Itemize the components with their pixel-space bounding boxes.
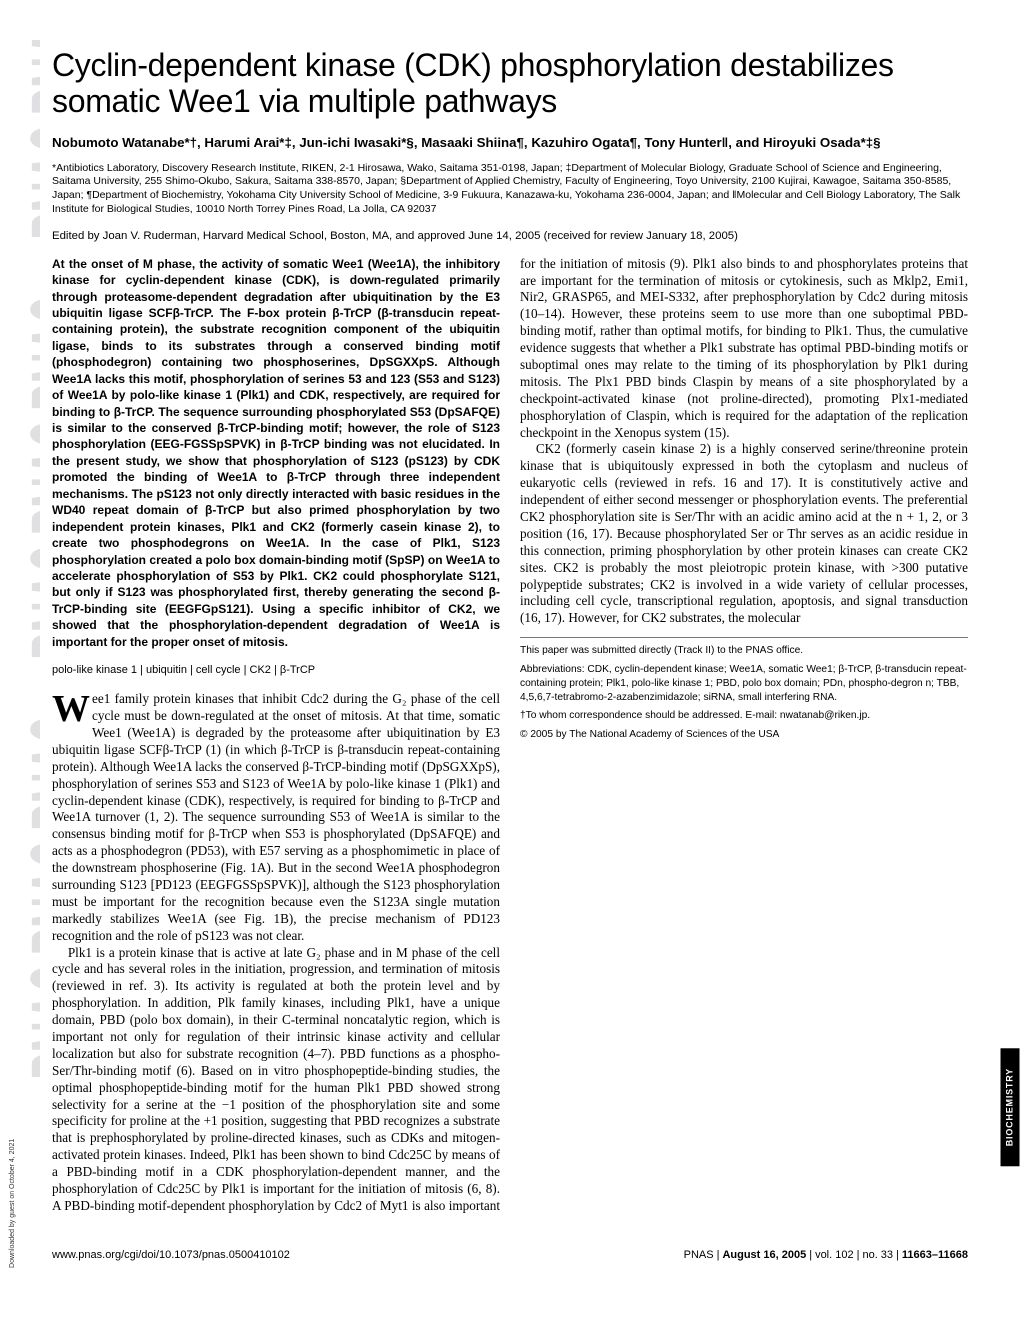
pnas-watermark: PNAS PNAS PNAS PNAS PNAS PNAS PNAS PNAS … <box>6 40 40 1300</box>
page-footer: www.pnas.org/cgi/doi/10.1073/pnas.050041… <box>52 1244 968 1262</box>
authors-line: Nobumoto Watanabe*†, Harumi Arai*‡, Jun-… <box>52 134 968 152</box>
affiliations: *Antibiotics Laboratory, Discovery Resea… <box>52 162 968 217</box>
footer-citation: PNAS|August 16, 2005|vol. 102|no. 33|116… <box>684 1248 968 1262</box>
download-note: Downloaded by guest on October 4, 2021 <box>9 1139 18 1268</box>
footnote-abbreviations: Abbreviations: CDK, cyclin-dependent kin… <box>520 663 968 704</box>
footnote-correspondence: †To whom correspondence should be addres… <box>520 709 968 723</box>
footnote-track: This paper was submitted directly (Track… <box>520 644 968 658</box>
footer-date: August 16, 2005 <box>722 1249 806 1261</box>
edited-by-line: Edited by Joan V. Ruderman, Harvard Medi… <box>52 229 968 244</box>
body-paragraph-3: CK2 (formerly casein kinase 2) is a high… <box>520 441 968 627</box>
dropcap: W <box>52 691 92 725</box>
footnote-copyright: © 2005 by The National Academy of Scienc… <box>520 728 968 742</box>
footer-volume: vol. 102 <box>815 1249 854 1261</box>
abstract: At the onset of M phase, the activity of… <box>52 256 500 651</box>
section-tab-biochemistry: BIOCHEMISTRY <box>1001 1048 1020 1166</box>
footer-doi: www.pnas.org/cgi/doi/10.1073/pnas.050041… <box>52 1248 290 1262</box>
footer-journal: PNAS <box>684 1249 714 1261</box>
body-p1-text: ee1 family protein kinases that inhibit … <box>52 691 500 942</box>
article-title: Cyclin-dependent kinase (CDK) phosphoryl… <box>52 48 968 120</box>
keywords-line: polo-like kinase 1 | ubiquitin | cell cy… <box>52 663 500 677</box>
footnotes-block: This paper was submitted directly (Track… <box>520 637 968 742</box>
two-column-body: At the onset of M phase, the activity of… <box>52 256 968 1226</box>
body-paragraph-1: Wee1 family protein kinases that inhibit… <box>52 691 500 944</box>
footer-issue: no. 33 <box>862 1249 893 1261</box>
footer-pages: 11663–11668 <box>902 1249 968 1261</box>
